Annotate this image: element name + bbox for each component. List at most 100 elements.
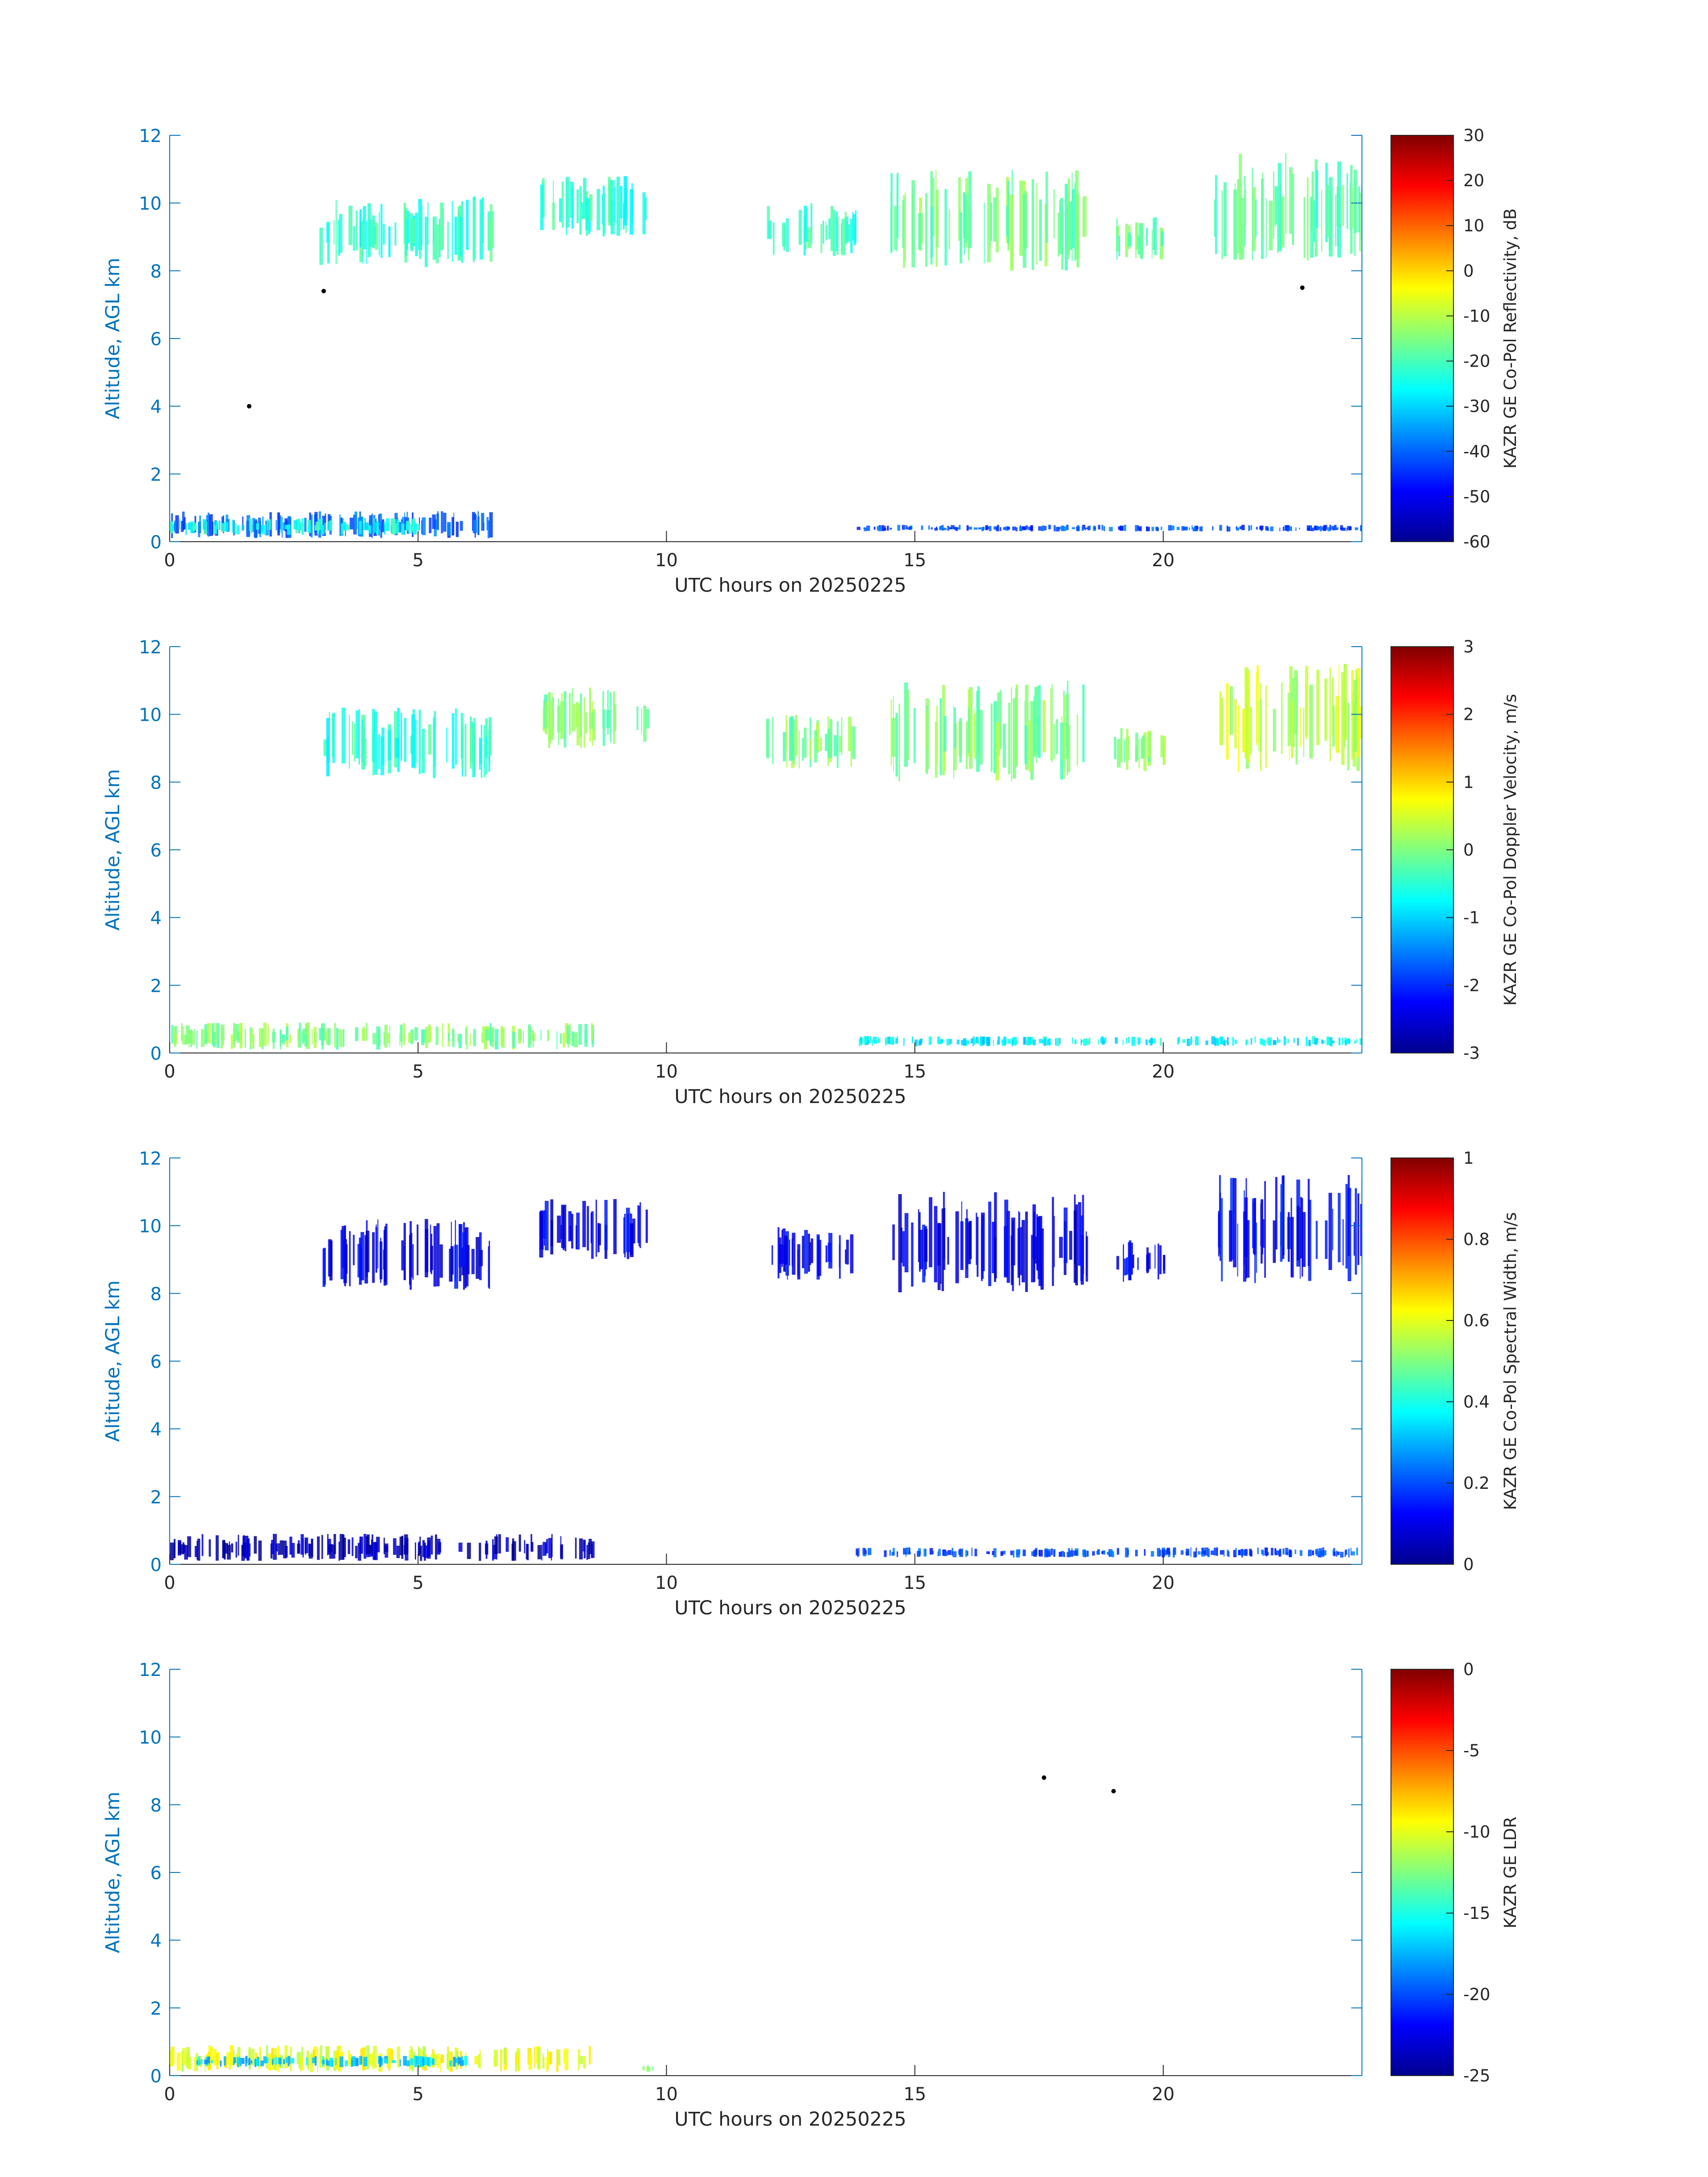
y-tick-label: 4 <box>150 1420 162 1440</box>
x-axis-label: UTC hours on 20250225 <box>674 2108 906 2131</box>
echo-feature-3 <box>642 2065 654 2072</box>
colorbar-tick-label: -3 <box>1463 1044 1480 1063</box>
echo-feature-8 <box>859 1036 1362 1046</box>
y-tick-label: 4 <box>150 908 162 929</box>
y-tick-label: 10 <box>139 1216 162 1237</box>
data-point-2 <box>1111 1789 1116 1793</box>
colorbar-tick-label: -10 <box>1463 1822 1490 1842</box>
x-axis-label: UTC hours on 20250225 <box>674 574 906 597</box>
y-tick-label: 2 <box>150 464 162 485</box>
colorbar-tick-label: -5 <box>1463 1741 1480 1760</box>
echo-layer <box>171 664 1362 1050</box>
echo-layer <box>170 1175 1362 1561</box>
panel-1: 0 2 4 6 8 10 12 0 5 10 15 20 UTC hours on 20250225 Al… <box>102 126 1520 597</box>
x-tick-label: 0 <box>164 2084 175 2105</box>
echo-feature-7 <box>170 1534 595 1561</box>
colorbar-tick-label: 0 <box>1463 261 1474 280</box>
echo-feature-1 <box>319 196 494 267</box>
colorbar-tick-label: 0.6 <box>1463 1311 1490 1330</box>
colorbar: 1 0.8 0.6 0.4 0.2 0 KAZR GE Co-Pol Spectral Wi… <box>1391 1149 1520 1574</box>
echo-layer <box>170 1775 1116 2073</box>
x-tick-label: 20 <box>1152 550 1175 571</box>
x-tick-label: 15 <box>903 550 926 571</box>
colorbar-tick-label: 0.4 <box>1463 1392 1490 1412</box>
echo-feature-3 <box>766 715 856 769</box>
colorbar-tick-label: 0.8 <box>1463 1230 1490 1249</box>
y-axis-label: Altitude, AGL km <box>102 1280 124 1442</box>
echo-feature-1 <box>322 1219 490 1290</box>
echo-feature-2 <box>540 176 647 237</box>
y-tick-label: 0 <box>150 1044 162 1064</box>
y-tick-label: 12 <box>139 1149 162 1169</box>
y-tick-label: 0 <box>150 532 162 553</box>
x-tick-label: 5 <box>413 2084 424 2105</box>
x-axis-label: UTC hours on 20250225 <box>674 1086 906 1108</box>
x-tick-label: 15 <box>903 2084 926 2105</box>
colorbar-scale <box>1391 1669 1454 2076</box>
colorbar-tick-label: -20 <box>1463 1985 1490 2004</box>
panel-4: 0 2 4 6 8 10 12 0 5 10 15 20 UTC hours on 20250225 Al… <box>102 1660 1520 2131</box>
colorbar-tick-label: 1 <box>1463 773 1474 792</box>
x-tick-label: 20 <box>1152 1573 1175 1593</box>
y-tick-label: 12 <box>139 637 162 658</box>
x-tick-label: 20 <box>1152 1061 1175 1082</box>
echo-feature-5 <box>1116 217 1164 260</box>
y-tick-label: 12 <box>139 1660 162 1680</box>
y-tick-label: 6 <box>150 840 162 861</box>
colorbar-tick-label: -20 <box>1463 352 1490 371</box>
y-axis-label: Altitude, AGL km <box>102 769 124 931</box>
x-tick-label: 10 <box>655 1573 678 1593</box>
echo-feature-1 <box>323 707 492 778</box>
x-axis-label: UTC hours on 20250225 <box>674 1597 906 1619</box>
colorbar-tick-label: 10 <box>1463 216 1484 235</box>
colorbar-label: KAZR GE Co-Pol Reflectivity, dB <box>1501 209 1520 469</box>
colorbar-label: KAZR GE LDR <box>1501 1817 1520 1928</box>
echo-feature-5 <box>1114 728 1166 771</box>
colorbar-tick-label: 0 <box>1463 1555 1474 1574</box>
colorbar-scale <box>1391 135 1454 542</box>
data-point-1 <box>321 288 326 293</box>
echo-feature-2 <box>539 1199 648 1259</box>
y-tick-label: 12 <box>139 126 162 146</box>
colorbar-tick-label: -10 <box>1463 306 1490 326</box>
y-tick-label: 10 <box>139 705 162 726</box>
data-point-1 <box>1042 1775 1046 1780</box>
colorbar-tick-label: 2 <box>1463 705 1474 724</box>
colorbar-tick-label: 0.2 <box>1463 1474 1490 1493</box>
y-tick-label: 4 <box>150 397 162 418</box>
y-tick-label: 6 <box>150 1863 162 1884</box>
echo-feature-3 <box>771 1227 854 1280</box>
colorbar-scale <box>1391 1157 1454 1565</box>
colorbar-tick-label: -15 <box>1463 1904 1490 1923</box>
data-point-2 <box>247 404 251 409</box>
echo-feature-4 <box>890 170 1087 271</box>
y-tick-label: 0 <box>150 2066 162 2087</box>
echo-feature-6 <box>1218 1175 1362 1283</box>
x-tick-label: 5 <box>413 1573 424 1593</box>
colorbar-tick-label: 20 <box>1463 171 1484 190</box>
y-tick-label: 8 <box>150 773 162 793</box>
x-tick-label: 15 <box>903 1061 926 1082</box>
y-tick-label: 6 <box>150 329 162 350</box>
colorbar-tick-label: -60 <box>1463 532 1490 552</box>
colorbar-label: KAZR GE Co-Pol Doppler Velocity, m/s <box>1501 694 1520 1006</box>
echo-feature-2 <box>543 687 649 748</box>
y-tick-label: 8 <box>150 1795 162 1816</box>
y-tick-label: 10 <box>139 1728 162 1748</box>
colorbar-tick-label: 1 <box>1463 1149 1474 1168</box>
data-point-3 <box>1300 285 1305 290</box>
y-tick-label: 2 <box>150 1998 162 2019</box>
x-tick-label: 10 <box>655 2084 678 2105</box>
colorbar: 0 -5 -10 -15 -20 -25 KAZR GE LDR <box>1391 1660 1520 2085</box>
y-tick-label: 8 <box>150 1284 162 1304</box>
colorbar-tick-label: -2 <box>1463 976 1480 995</box>
colorbar-label: KAZR GE Co-Pol Spectral Width, m/s <box>1501 1212 1520 1510</box>
colorbar-tick-label: 3 <box>1463 637 1474 656</box>
y-tick-label: 6 <box>150 1352 162 1372</box>
colorbar-tick-label: 30 <box>1463 126 1484 145</box>
x-tick-label: 0 <box>164 550 175 571</box>
colorbar-tick-label: -25 <box>1463 2066 1490 2085</box>
echo-feature-9 <box>856 525 1362 532</box>
